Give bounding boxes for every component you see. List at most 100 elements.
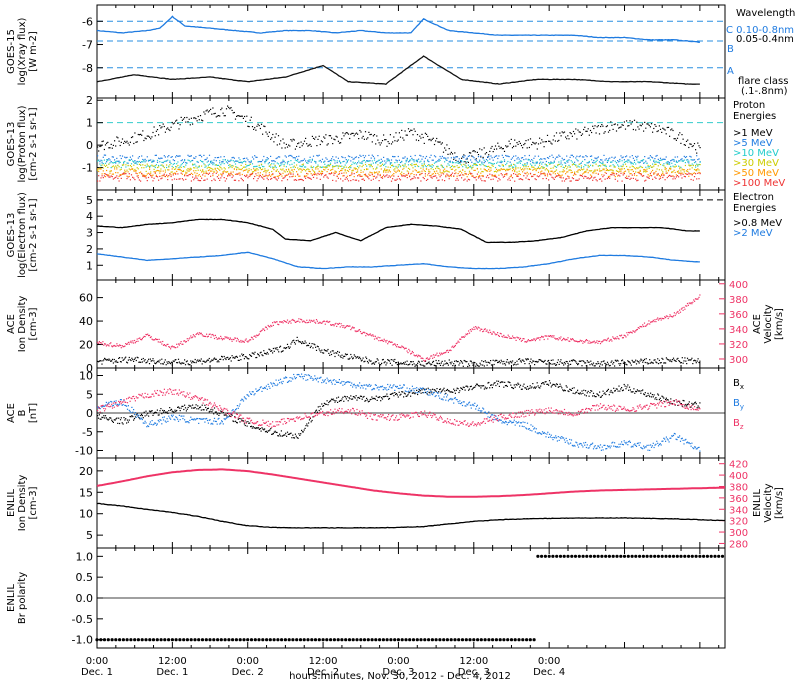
data-point [476,158,477,159]
data-point [121,361,122,362]
data-point [341,170,342,171]
data-point [395,172,396,173]
data-point [190,168,191,169]
data-point [675,164,676,165]
data-point [502,174,503,175]
data-point [477,168,478,169]
data-point [312,160,313,161]
data-point [236,169,237,170]
data-point [128,176,129,177]
data-point [315,161,316,162]
data-point [189,169,190,170]
data-point [356,163,357,164]
data-point [556,169,557,170]
data-point [562,180,563,181]
data-point [262,134,263,135]
data-point [514,171,515,172]
data-point [245,161,246,162]
data-point [481,162,482,163]
data-point [629,173,630,174]
data-point [234,180,235,181]
data-point [148,173,149,174]
data-point [166,164,167,165]
data-point [510,361,511,362]
data-point [161,126,162,127]
data-point [552,337,553,338]
data-point [453,363,454,364]
data-point [287,179,288,180]
data-point [570,364,571,365]
data-point [106,161,107,162]
data-point [178,167,179,168]
data-point [603,165,604,166]
data-point [680,170,681,171]
data-point [176,163,177,164]
data-point [197,332,198,333]
data-point [360,358,361,359]
data-point [191,160,192,161]
data-point [462,174,463,175]
data-point [468,363,469,364]
data-point [525,173,526,174]
data-point [450,162,451,163]
y-tick-label: -10 [75,445,93,458]
data-point [672,175,673,176]
data-point [293,139,294,140]
data-point [113,174,114,175]
data-point [677,156,678,157]
data-point [357,134,358,135]
data-point [174,178,175,179]
data-point [280,174,281,175]
data-point [619,169,620,170]
data-point [210,334,211,335]
data-point [609,176,610,177]
data-point [478,156,479,157]
data-point [269,174,270,175]
data-point [616,130,617,131]
data-point [184,175,185,176]
data-point [337,137,338,138]
data-point [184,166,185,167]
data-point [475,159,476,160]
data-point [532,340,533,341]
data-point [217,157,218,158]
data-point [605,179,606,180]
data-point [548,179,549,180]
data-point [335,323,336,324]
data-point [676,313,677,314]
data-point [455,172,456,173]
data-point [402,137,403,138]
data-point [391,159,392,160]
data-point [528,179,529,180]
data-point [634,175,635,176]
data-point [147,156,148,157]
y-axis-label: GOES-13 [6,213,17,258]
data-point [170,363,171,364]
data-point [298,318,299,319]
data-point [676,361,677,362]
data-point [340,356,341,357]
data-point [236,167,237,168]
data-point [451,176,452,177]
data-point [686,170,687,171]
data-point [219,166,220,167]
data-point [686,306,687,307]
data-point [600,343,601,344]
data-point [363,171,364,172]
data-point [641,125,642,126]
data-point [203,171,204,172]
data-point [540,337,541,338]
data-point [544,146,545,147]
data-point [485,360,486,361]
data-point [191,180,192,181]
data-point [99,341,100,342]
data-point [101,364,102,365]
data-point [200,180,201,181]
data-point [379,180,380,181]
data-point [303,165,304,166]
data-point [533,163,534,164]
data-point [297,174,298,175]
data-point [525,159,526,160]
data-point [261,124,262,125]
data-point [574,164,575,165]
